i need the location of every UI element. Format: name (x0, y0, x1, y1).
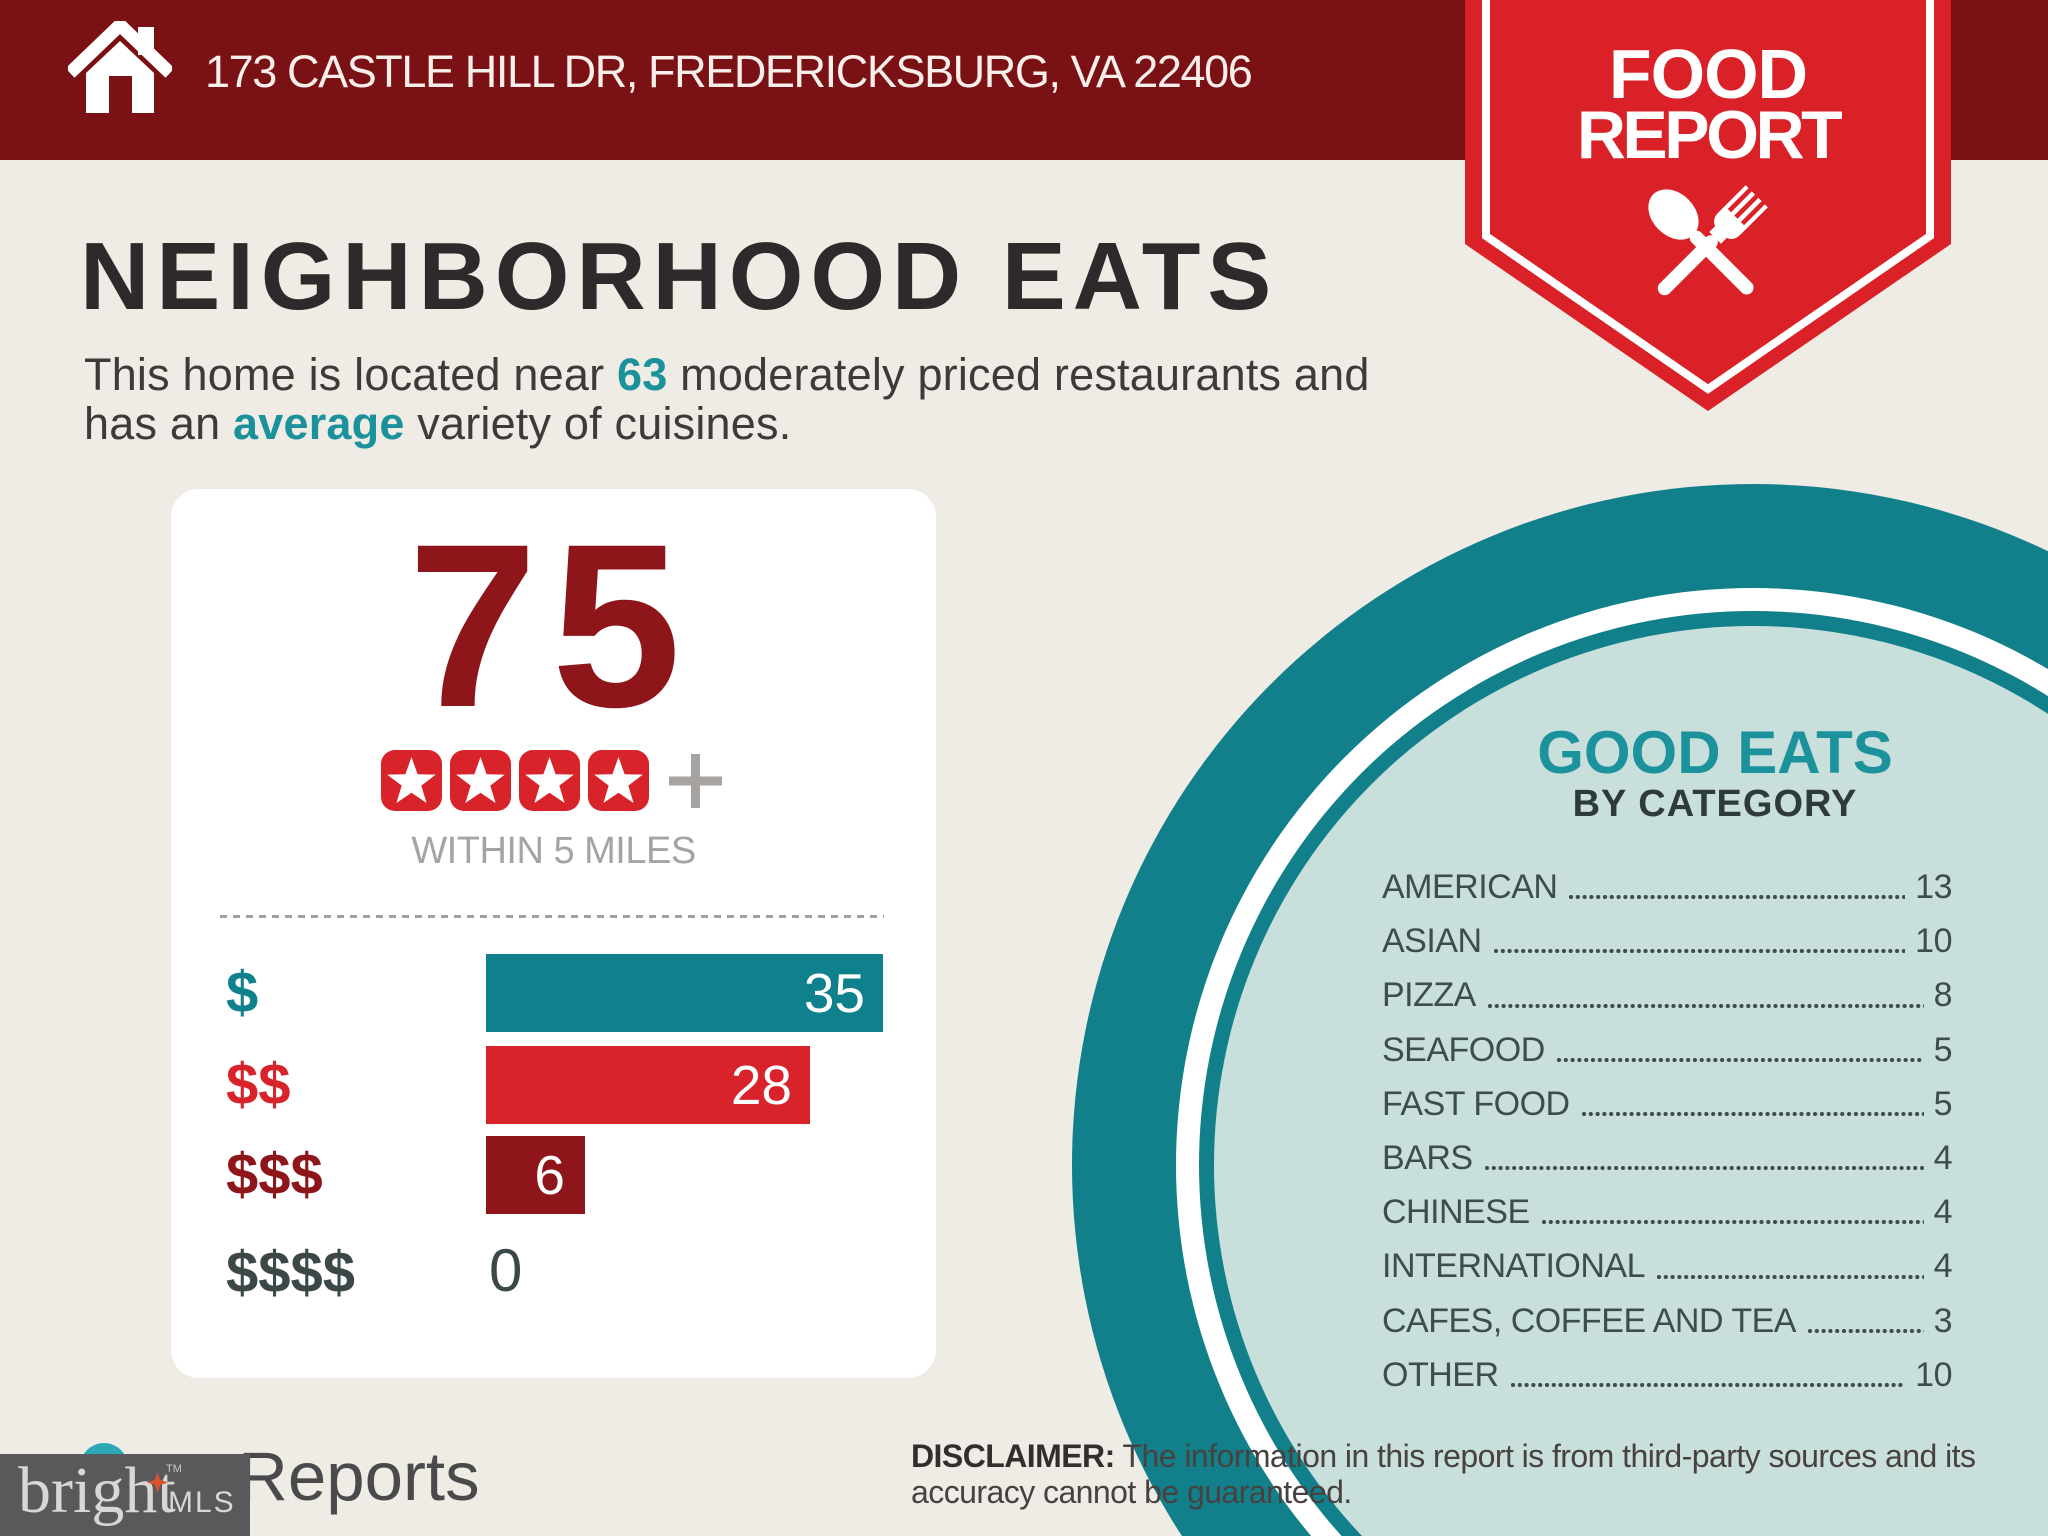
svg-text:REPORT: REPORT (1577, 97, 1842, 173)
svg-text:FOOD: FOOD (1609, 35, 1807, 113)
